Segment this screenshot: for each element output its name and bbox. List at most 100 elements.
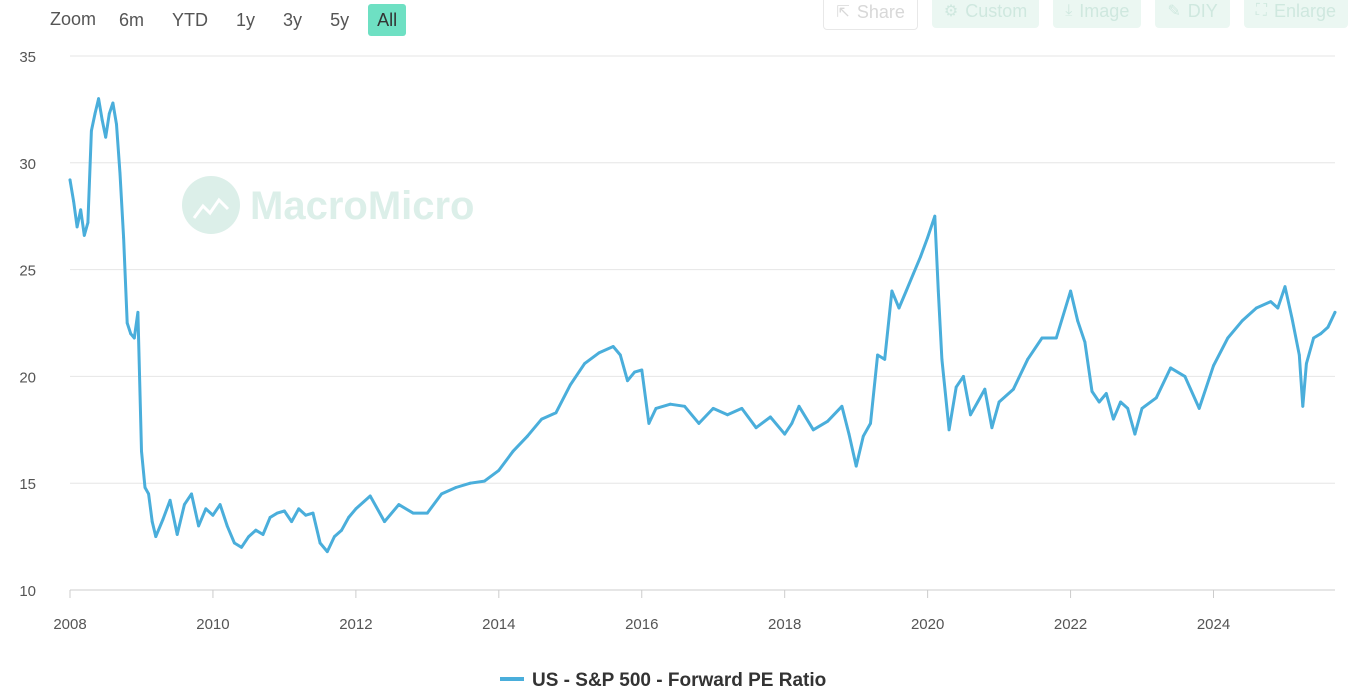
data-point xyxy=(526,434,529,438)
image-button[interactable]: ⤓ Image xyxy=(1053,0,1142,28)
data-point xyxy=(697,422,701,425)
data-point xyxy=(1076,319,1080,323)
data-point xyxy=(297,507,301,511)
data-point xyxy=(1154,396,1158,400)
data-point xyxy=(540,417,544,421)
data-point xyxy=(122,236,125,240)
data-point xyxy=(111,101,115,105)
data-point xyxy=(1319,332,1323,336)
data-point xyxy=(104,135,108,139)
data-point xyxy=(136,310,140,314)
range-button-all[interactable]: All xyxy=(368,3,407,36)
data-point xyxy=(654,407,658,410)
data-point xyxy=(183,503,186,506)
download-icon: ⤓ xyxy=(1065,2,1073,19)
y-tick-label: 15 xyxy=(19,476,36,493)
data-point xyxy=(826,419,829,423)
data-point xyxy=(115,123,118,126)
data-point xyxy=(618,353,622,357)
watermark-text: MacroMicro xyxy=(250,184,475,228)
data-point xyxy=(1140,407,1144,410)
range-button-ytd[interactable]: YTD xyxy=(172,9,209,30)
data-point xyxy=(211,513,215,517)
data-point xyxy=(1226,336,1230,340)
custom-button[interactable]: ⚙ Custom xyxy=(931,0,1040,28)
data-point xyxy=(397,503,401,506)
data-point xyxy=(876,353,879,357)
data-point xyxy=(411,511,415,515)
data-point xyxy=(79,208,83,212)
enlarge-label: Enlarge xyxy=(1273,0,1336,21)
data-point xyxy=(740,407,744,410)
data-point xyxy=(811,428,815,432)
zoom-label: Zoom xyxy=(50,9,97,29)
data-point xyxy=(283,509,286,513)
data-point xyxy=(247,535,251,538)
data-point xyxy=(861,434,865,438)
data-point xyxy=(143,486,147,489)
data-point xyxy=(640,368,644,372)
data-point xyxy=(797,404,801,408)
data-point xyxy=(440,492,443,496)
data-point xyxy=(325,550,329,553)
data-point xyxy=(754,426,758,430)
data-point xyxy=(1133,432,1137,436)
x-tick-label: 2022 xyxy=(1054,616,1087,633)
data-point xyxy=(90,129,93,133)
data-point xyxy=(1119,400,1122,404)
share-icon: ⇱ xyxy=(836,4,850,21)
diy-button[interactable]: ✎ DIY xyxy=(1155,0,1230,28)
data-point xyxy=(1269,300,1273,303)
data-point xyxy=(933,214,937,218)
data-point xyxy=(1054,336,1058,340)
data-point xyxy=(425,511,429,515)
series-layer xyxy=(68,97,1337,554)
data-point xyxy=(1069,289,1072,293)
data-point xyxy=(897,306,901,310)
data-point xyxy=(1090,390,1094,393)
data-point xyxy=(919,255,922,259)
data-point xyxy=(990,426,994,430)
x-tick-label: 2020 xyxy=(911,616,944,633)
chart-toolbar: ⇱ Share ⚙ Custom ⤓ Image ✎ DIY ⛶ Enlarge xyxy=(823,0,1348,30)
data-point xyxy=(983,387,987,391)
share-button[interactable]: ⇱ Share xyxy=(823,0,918,30)
range-button-3y[interactable]: 3y xyxy=(283,9,303,30)
range-button-1y[interactable]: 1y xyxy=(236,9,256,30)
data-point xyxy=(233,541,236,545)
data-point xyxy=(275,511,279,515)
y-tick-label: 25 xyxy=(19,263,36,280)
data-point xyxy=(86,221,90,225)
range-button-5y[interactable]: 5y xyxy=(330,9,350,30)
data-point xyxy=(783,432,787,436)
data-point xyxy=(683,404,686,408)
data-point xyxy=(125,321,129,325)
range-button-6m[interactable]: 6m xyxy=(119,9,145,30)
data-point xyxy=(976,400,980,404)
data-point xyxy=(997,400,1001,404)
watermark-logo-icon xyxy=(182,176,240,234)
data-point xyxy=(969,413,972,417)
data-point xyxy=(947,428,951,432)
x-axis: 2008 2010 2012 2014 2016 2018 2020 2022 2024 xyxy=(53,590,1230,633)
data-point xyxy=(118,172,122,175)
data-point xyxy=(1026,357,1030,361)
data-point xyxy=(633,370,636,374)
data-point xyxy=(497,469,501,472)
data-point xyxy=(711,407,715,410)
data-point xyxy=(790,422,794,425)
data-point xyxy=(354,507,358,511)
data-point xyxy=(940,357,944,361)
data-point xyxy=(611,345,615,348)
data-point xyxy=(132,336,136,340)
legend[interactable]: US - S&P 500 - Forward PE Ratio xyxy=(500,670,826,691)
data-point xyxy=(483,479,486,483)
x-tick-label: 2018 xyxy=(768,616,801,633)
enlarge-button[interactable]: ⛶ Enlarge xyxy=(1243,0,1348,28)
data-point xyxy=(1040,336,1044,340)
data-point xyxy=(1197,407,1201,410)
data-point xyxy=(954,385,958,389)
data-point xyxy=(1333,310,1337,314)
data-point xyxy=(1276,306,1280,310)
